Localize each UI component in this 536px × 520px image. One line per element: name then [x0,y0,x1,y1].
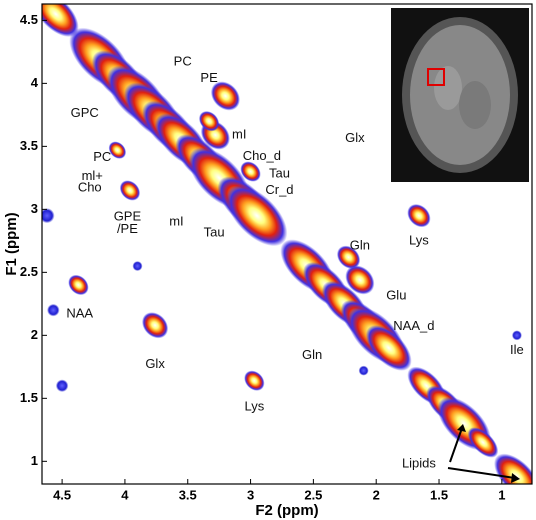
annotation: Lys [244,399,264,414]
annotation: Glx [345,130,365,145]
arrow [447,467,516,479]
annotation: Gln [350,237,370,252]
frame [41,3,533,485]
peak [141,312,169,339]
peak [244,370,265,391]
annotation: Cho [78,179,102,194]
annotation: Glx [145,356,165,371]
annotation: mI [232,126,246,141]
peak [358,365,369,376]
x-tick-label: 1.5 [430,487,448,502]
peak [42,4,79,37]
x-tick-label: 2 [373,487,380,502]
annotation: Glu [386,288,406,303]
y-tick-label: 1.5 [20,390,38,405]
annotation: /PE [117,221,138,236]
arrow-head [511,473,520,483]
x-tick-label: 4 [121,487,129,502]
annotation: Lys [409,232,429,247]
annotation: PC [174,53,192,68]
x-tick-label: 2.5 [304,487,322,502]
y-tick-label: 1 [31,453,38,468]
annotation: mI [169,213,183,228]
peak [108,141,127,159]
x-tick-label: 1 [498,487,505,502]
annotation: PE [200,70,218,85]
peak [226,185,288,247]
y-tick-label: 3.5 [20,138,38,153]
annotation: GPC [71,105,99,120]
peak [345,265,375,295]
annotation: Cr_d [265,182,293,197]
annotation: Tau [269,166,290,181]
annotation: PC [93,149,111,164]
arrow [449,427,463,463]
y-tick-label: 4 [31,75,39,90]
peak [68,274,89,296]
y-tick-label: 4.5 [20,12,38,27]
x-tick-label: 3.5 [179,487,197,502]
peak [47,303,60,317]
peak [55,379,69,393]
peak [132,261,143,272]
annotation: GPE [114,208,142,223]
annotation: NAA [66,305,93,320]
y-tick-label: 2.5 [20,264,38,279]
annotation: Lipids [402,455,436,470]
peak [365,325,412,371]
peak [42,208,55,224]
annotation: Cho_d [243,148,281,163]
peak [336,245,361,269]
peak [407,203,431,228]
peak [494,453,532,484]
x-tick-label: 4.5 [53,487,71,502]
annotation: NAA_d [393,318,434,333]
annotation: Gln [302,347,322,362]
mri-inset [391,8,529,182]
x-axis-title: F2 (ppm) [255,502,318,519]
y-tick-label: 3 [31,201,38,216]
peak [198,110,220,132]
peak [240,161,261,182]
brain-region [459,81,491,129]
x-tick-label: 3 [247,487,254,502]
peak [511,330,522,341]
annotation: Ile [510,342,524,357]
peak [210,81,241,111]
voxel [427,68,445,86]
brain-region [434,66,462,110]
y-tick-label: 2 [31,327,38,342]
arrow-head [457,424,466,432]
peak [119,180,141,201]
peak [467,427,499,458]
annotation: Tau [204,225,225,240]
annotation: ml+ [82,168,103,183]
peaks [42,4,532,484]
y-axis-title: F1 (ppm) [3,212,20,275]
